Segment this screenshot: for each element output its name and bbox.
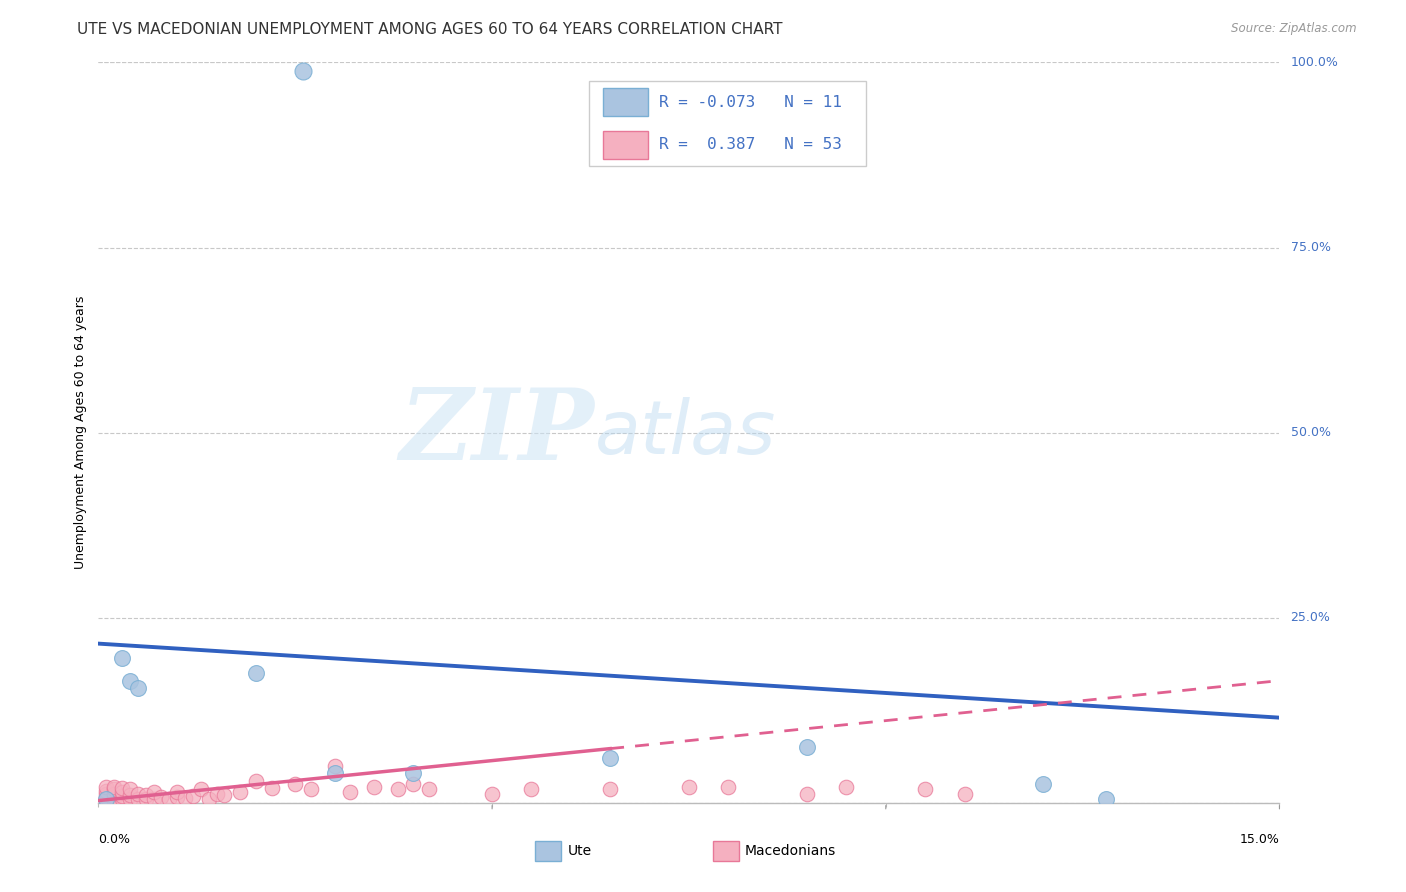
Point xyxy=(339,785,361,799)
Text: Ute: Ute xyxy=(567,844,592,858)
Point xyxy=(118,673,141,688)
Point xyxy=(103,787,125,801)
Point xyxy=(96,787,118,801)
FancyBboxPatch shape xyxy=(713,840,738,862)
Point xyxy=(111,785,134,799)
Point xyxy=(323,766,346,780)
Point xyxy=(142,785,165,799)
Point xyxy=(127,792,149,806)
Text: 25.0%: 25.0% xyxy=(1291,611,1330,624)
Point xyxy=(796,740,818,755)
Point xyxy=(323,758,346,772)
Text: ZIP: ZIP xyxy=(399,384,595,481)
FancyBboxPatch shape xyxy=(589,81,866,166)
Point xyxy=(214,789,236,803)
Point xyxy=(127,681,149,695)
Point xyxy=(363,780,385,794)
Point xyxy=(520,782,543,797)
Point xyxy=(127,787,149,801)
Point xyxy=(157,792,180,806)
Point xyxy=(111,651,134,665)
Point xyxy=(245,666,267,681)
Point xyxy=(197,792,219,806)
Point xyxy=(260,780,283,795)
Text: R = -0.073   N = 11: R = -0.073 N = 11 xyxy=(659,95,842,110)
Point xyxy=(111,789,134,804)
Point xyxy=(796,787,818,801)
Text: atlas: atlas xyxy=(595,397,776,468)
Point xyxy=(135,789,157,803)
Point xyxy=(717,780,740,794)
Point xyxy=(229,785,252,799)
Point xyxy=(181,789,204,804)
Point xyxy=(111,780,134,795)
Point xyxy=(111,792,134,806)
Text: 75.0%: 75.0% xyxy=(1291,241,1330,254)
Point xyxy=(914,782,936,797)
Point xyxy=(96,792,118,806)
Point xyxy=(292,64,315,78)
Point xyxy=(402,766,425,780)
Point xyxy=(835,780,858,794)
Point xyxy=(103,782,125,797)
Text: Macedonians: Macedonians xyxy=(744,844,835,858)
Point xyxy=(142,792,165,806)
Point xyxy=(118,792,141,806)
Point xyxy=(299,782,322,797)
Point xyxy=(96,780,118,794)
Point xyxy=(96,784,118,798)
Point xyxy=(96,789,118,804)
Text: 50.0%: 50.0% xyxy=(1291,426,1330,439)
Point xyxy=(150,789,173,804)
Point xyxy=(166,785,188,799)
Text: R =  0.387   N = 53: R = 0.387 N = 53 xyxy=(659,137,842,153)
Point xyxy=(418,782,440,797)
Point xyxy=(599,751,621,765)
Point xyxy=(1032,777,1054,791)
Text: 0.0%: 0.0% xyxy=(98,833,131,847)
Text: 100.0%: 100.0% xyxy=(1291,56,1339,69)
Text: 15.0%: 15.0% xyxy=(1240,833,1279,847)
Point xyxy=(599,782,621,797)
Point xyxy=(245,773,267,788)
Point xyxy=(953,787,976,801)
Point xyxy=(402,777,425,791)
Text: Source: ZipAtlas.com: Source: ZipAtlas.com xyxy=(1232,22,1357,36)
Point xyxy=(118,782,141,797)
FancyBboxPatch shape xyxy=(603,131,648,159)
Point xyxy=(103,780,125,794)
Point xyxy=(174,791,197,805)
Point xyxy=(166,789,188,804)
Point xyxy=(387,782,409,797)
Point xyxy=(103,789,125,804)
Text: UTE VS MACEDONIAN UNEMPLOYMENT AMONG AGES 60 TO 64 YEARS CORRELATION CHART: UTE VS MACEDONIAN UNEMPLOYMENT AMONG AGE… xyxy=(77,22,783,37)
Y-axis label: Unemployment Among Ages 60 to 64 years: Unemployment Among Ages 60 to 64 years xyxy=(75,296,87,569)
Point xyxy=(481,787,503,801)
Point xyxy=(103,793,125,807)
Point xyxy=(96,792,118,806)
Point xyxy=(135,792,157,806)
FancyBboxPatch shape xyxy=(603,88,648,116)
Point xyxy=(678,780,700,794)
Point xyxy=(190,782,212,797)
FancyBboxPatch shape xyxy=(536,840,561,862)
Point xyxy=(1095,792,1118,806)
Point xyxy=(284,777,307,791)
Point xyxy=(118,789,141,803)
Point xyxy=(205,787,228,801)
